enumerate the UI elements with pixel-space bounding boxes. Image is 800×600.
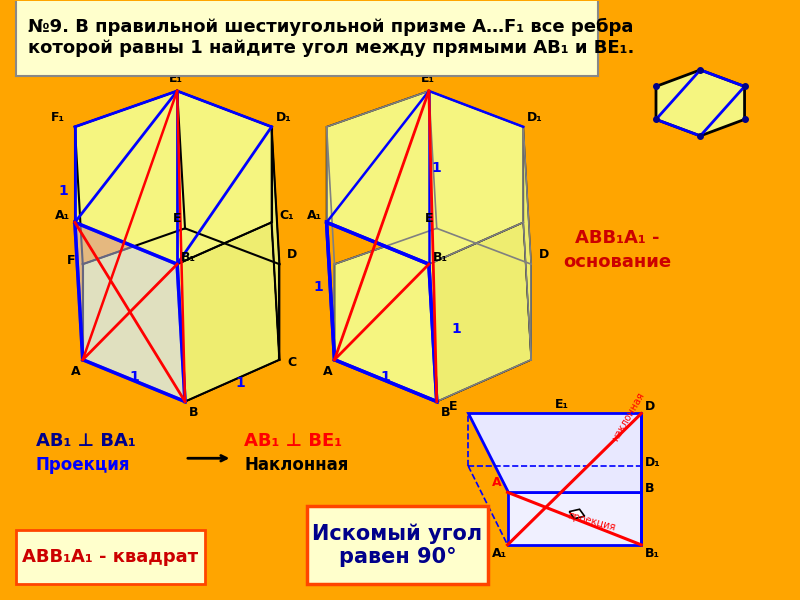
Text: D₁: D₁ [275,111,291,124]
Text: B₁: B₁ [433,251,448,264]
Text: Проекция: Проекция [35,456,130,474]
Polygon shape [429,223,531,401]
Text: 1: 1 [235,376,245,389]
Text: Наклонная: Наклонная [244,456,348,474]
Polygon shape [177,223,279,401]
Text: A₁: A₁ [55,209,70,223]
Text: проекция: проекция [566,510,617,533]
Text: AB₁ ⊥ BE₁: AB₁ ⊥ BE₁ [244,433,342,451]
Text: 1: 1 [129,370,138,383]
Polygon shape [334,229,531,401]
Text: 1: 1 [58,184,68,199]
Text: B₁: B₁ [646,547,660,560]
Text: C₁: C₁ [279,209,294,223]
Text: D: D [287,248,298,261]
Polygon shape [326,91,523,264]
Text: D₁: D₁ [646,456,661,469]
Text: C: C [287,356,297,368]
FancyBboxPatch shape [307,506,488,584]
Text: E₁: E₁ [170,72,183,85]
FancyBboxPatch shape [16,530,205,584]
Text: E: E [449,400,457,413]
Polygon shape [82,229,279,401]
Polygon shape [75,223,185,401]
Text: ABB₁A₁ -: ABB₁A₁ - [575,229,660,247]
Text: наклонная: наклонная [610,391,646,443]
Text: основание: основание [564,253,672,271]
Text: D: D [539,248,550,261]
Text: Искомый угол
равен 90°: Искомый угол равен 90° [312,523,482,567]
Text: 1: 1 [381,370,390,383]
Text: D₁: D₁ [527,111,543,124]
Polygon shape [468,413,642,493]
Text: B: B [441,406,450,419]
Text: A₁: A₁ [492,547,507,560]
FancyBboxPatch shape [16,0,598,76]
Text: E: E [425,212,434,226]
Polygon shape [570,509,585,518]
Text: E₁: E₁ [554,398,569,410]
Text: A: A [322,365,332,377]
Text: E₁: E₁ [421,72,435,85]
Text: D: D [646,400,655,413]
Text: 1: 1 [451,322,462,336]
Polygon shape [271,127,279,360]
Text: F₁: F₁ [51,111,66,124]
Polygon shape [507,493,642,545]
Text: F: F [67,254,75,267]
Text: ABB₁A₁ - квадрат: ABB₁A₁ - квадрат [22,548,198,566]
Text: B: B [189,406,198,419]
Text: 1: 1 [432,161,442,175]
Text: 1: 1 [314,280,324,294]
Text: E: E [174,212,182,226]
Text: B₁: B₁ [181,251,196,264]
Polygon shape [656,70,745,136]
Text: A: A [71,365,81,377]
Text: №9. В правильной шестиугольной призме A…F₁ все ребра
которой равны 1 найдите уго: №9. В правильной шестиугольной призме A…… [28,18,634,57]
Text: B: B [646,482,654,496]
Polygon shape [75,91,271,264]
Text: AB₁ ⊥ BA₁: AB₁ ⊥ BA₁ [35,433,135,451]
Text: A: A [492,476,502,490]
Text: A₁: A₁ [307,209,322,223]
Polygon shape [523,127,531,360]
